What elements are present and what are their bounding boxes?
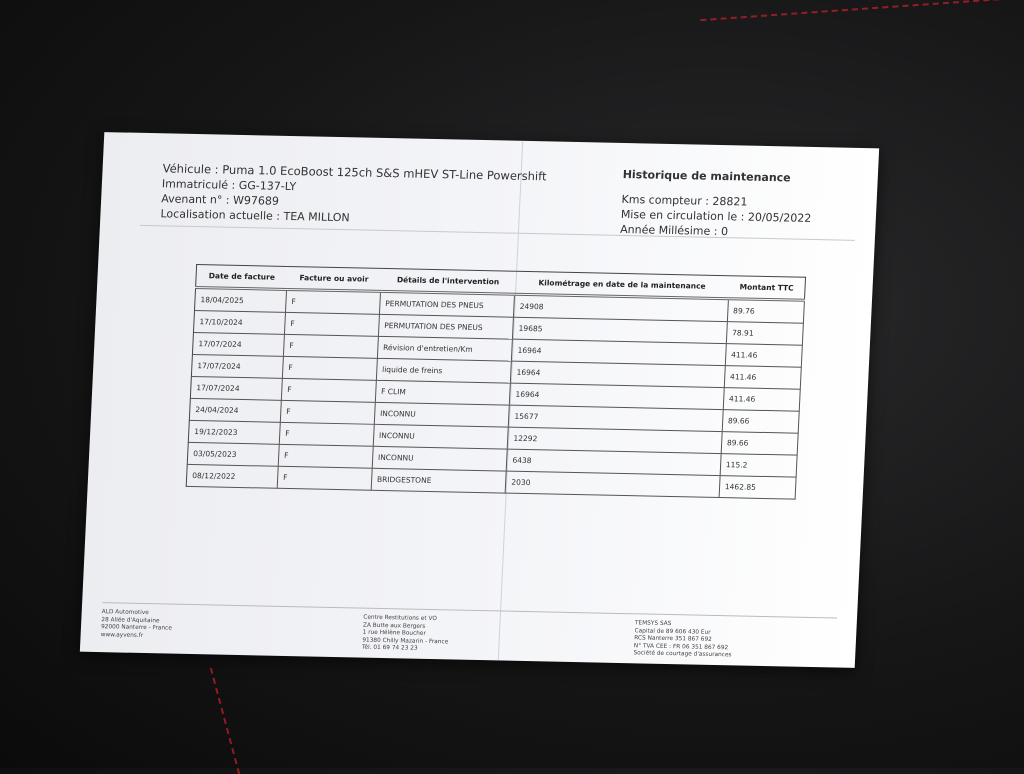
table-cell: BRIDGESTONE	[370, 468, 507, 494]
table-cell: 17/07/2024	[191, 354, 284, 379]
maintenance-document: Véhicule : Puma 1.0 EcoBoost 125ch S&S m…	[79, 132, 880, 668]
table-cell: 411.46	[723, 387, 801, 412]
footer-address-block: Centre Restitutions et VO ZA Butte aux Be…	[302, 613, 565, 656]
table-cell: F	[280, 400, 376, 425]
table-cell: F	[279, 422, 375, 447]
table-cell: 17/07/2024	[190, 376, 283, 401]
table-cell: F	[285, 289, 381, 315]
footer: ALD Automotive 28 Allée d'Aquitaine 92000 …	[100, 602, 838, 663]
table-cell: 89.76	[727, 298, 805, 324]
column-header: Date de facture	[195, 264, 288, 290]
table-cell: PERMUTATION DES PNEUS	[378, 314, 514, 340]
vehicle-info: Véhicule : Puma 1.0 EcoBoost 125ch S&S m…	[160, 161, 547, 229]
table-cell: PERMUTATION DES PNEUS	[379, 291, 515, 318]
table-cell: 08/12/2022	[186, 464, 279, 489]
table-cell: 17/07/2024	[192, 332, 285, 357]
table-cell: 1462.85	[718, 475, 797, 500]
footer-address-block: TEMSYS SAS Capital de 89 606 430 Eur RCS N…	[563, 619, 836, 662]
table-cell: F	[277, 466, 372, 491]
table-cell: 411.46	[724, 365, 802, 390]
table-cell: F	[283, 334, 379, 359]
table-cell: 24/04/2024	[189, 398, 282, 423]
seat-stitching	[700, 0, 1020, 22]
table-cell: 18/04/2025	[194, 287, 287, 313]
table-cell: 89.66	[720, 431, 799, 456]
table-cell: INCONNU	[373, 424, 509, 450]
table-cell: F	[278, 444, 374, 469]
table-cell: 2030	[505, 471, 720, 498]
table-cell: F	[284, 312, 380, 337]
table-cell: F	[282, 356, 378, 381]
table-cell: INCONNU	[374, 402, 510, 428]
document-title: Historique de maintenance	[622, 167, 791, 185]
footer-address-block: ALD Automotive 28 Allée d'Aquitaine 92000 …	[100, 609, 303, 651]
table-cell: 03/05/2023	[187, 442, 280, 467]
table-cell: liquide de freins	[376, 358, 512, 384]
table-cell: 17/10/2024	[193, 310, 286, 335]
column-header: Montant TTC	[728, 275, 806, 301]
table-cell: 89.66	[721, 409, 800, 434]
table-cell: 411.46	[725, 343, 803, 368]
column-header: Facture ou avoir	[286, 266, 382, 292]
history-summary: Historique de maintenance Kms compteur :…	[620, 167, 814, 241]
table-cell: F CLIM	[375, 380, 511, 406]
column-header: Détails de l'intervention	[380, 268, 516, 295]
table-cell: 78.91	[726, 321, 804, 346]
table-cell: 115.2	[719, 453, 798, 478]
table-cell: F	[281, 378, 377, 403]
table-cell: 19/12/2023	[188, 420, 281, 445]
maintenance-table: Date de facture Facture ou avoir Détails d…	[186, 264, 806, 500]
seat-stitching	[209, 667, 241, 774]
table-cell: INCONNU	[371, 446, 508, 472]
table-cell: Révision d'entretien/Km	[377, 336, 513, 362]
